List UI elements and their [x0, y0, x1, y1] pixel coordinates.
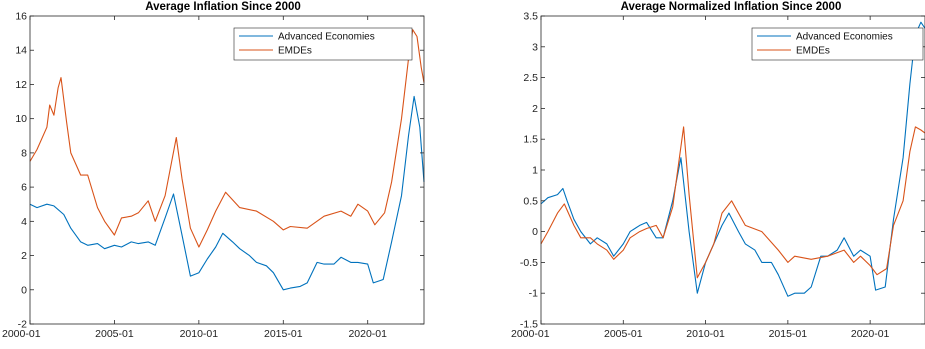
y-tick-label: 6 — [21, 182, 27, 194]
y-tick-label: 0 — [532, 226, 538, 238]
y-tick-label: 14 — [15, 45, 27, 57]
y-tick-label: 4 — [21, 216, 27, 228]
x-tick-label: 2010-01 — [686, 328, 725, 340]
legend-label-advanced-economies: Advanced Economies — [278, 32, 375, 43]
y-tick-label: -0.5 — [520, 257, 538, 269]
y-tick-label: -2 — [18, 319, 27, 331]
y-tick-label: 0.5 — [523, 195, 538, 207]
y-tick-label: 10 — [15, 113, 27, 125]
plot-area — [29, 29, 425, 291]
legend-box — [751, 27, 924, 61]
series-line-emdes — [29, 29, 425, 248]
y-tick-label: 3 — [532, 41, 538, 53]
y-tick-label: 2.5 — [523, 72, 538, 84]
y-tick-label: 16 — [15, 11, 27, 23]
y-tick-label: -1.5 — [520, 319, 538, 331]
axis-ticks: -1.5 -1 -0.5 0 0.5 1 1.5 2 2.5 3 3.5 2000-01 2005-01… — [511, 11, 925, 340]
axis-ticks: -2 0 2 4 6 8 10 12 14 16 2000-01 2005-01 2010-01 2015… — [2, 11, 424, 340]
legend-label-emdes: EMDEs — [796, 46, 830, 57]
legend: Advanced Economies EMDEs — [233, 27, 413, 61]
x-tick-label: 2005-01 — [604, 328, 643, 340]
series-line-emdes — [540, 126, 925, 279]
axes-box — [540, 15, 925, 325]
y-tick-label: 1.5 — [523, 134, 538, 146]
x-tick-label: 2010-01 — [180, 328, 219, 340]
axes-box — [29, 15, 425, 325]
legend: Advanced Economies EMDEs — [751, 27, 924, 61]
x-tick-label: 2015-01 — [264, 328, 303, 340]
x-tick-label: 2000-01 — [511, 328, 550, 340]
x-tick-label: 2000-01 — [2, 328, 41, 340]
y-tick-label: -1 — [529, 288, 538, 300]
y-tick-label: 2 — [21, 250, 27, 262]
y-tick-label: 2 — [532, 103, 538, 115]
y-tick-label: 1 — [532, 165, 538, 177]
legend-box — [233, 27, 413, 61]
x-tick-label: 2015-01 — [769, 328, 808, 340]
y-tick-label: 12 — [15, 79, 27, 91]
series-line-advanced-economies — [29, 95, 425, 291]
y-tick-label: 0 — [21, 284, 27, 296]
series-line-advanced-economies — [540, 21, 925, 297]
legend-label-emdes: EMDEs — [278, 46, 312, 57]
average-inflation-chart: Average Inflation Since 2000 -2 0 2 4 6 8 10 12… — [2, 1, 425, 340]
y-tick-label: 8 — [21, 147, 27, 159]
y-tick-label: 3.5 — [523, 11, 538, 23]
chart-title: Average Normalized Inflation Since 2000 — [621, 1, 842, 13]
plot-area — [540, 21, 925, 297]
x-tick-label: 2020-01 — [348, 328, 387, 340]
average-normalized-inflation-chart: Average Normalized Inflation Since 2000 … — [511, 1, 925, 340]
legend-label-advanced-economies: Advanced Economies — [796, 32, 893, 43]
x-tick-label: 2005-01 — [95, 328, 134, 340]
x-tick-label: 2020-01 — [851, 328, 890, 340]
chart-title: Average Inflation Since 2000 — [145, 1, 301, 13]
